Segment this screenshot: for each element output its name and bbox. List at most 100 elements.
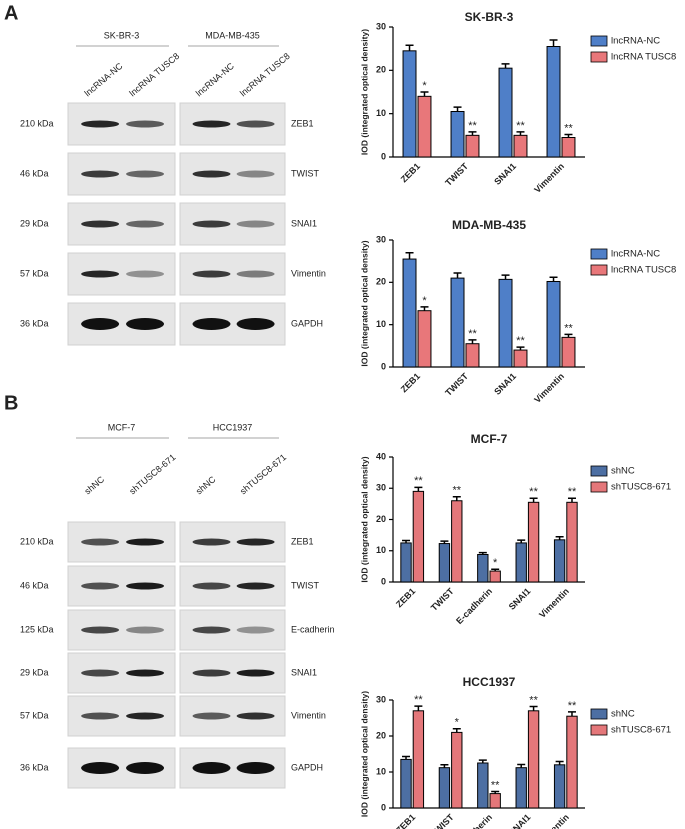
bar — [489, 570, 501, 583]
lane-label: shNC — [194, 474, 218, 496]
lane-label: shNC — [82, 474, 106, 496]
band — [81, 120, 120, 128]
bar — [402, 258, 417, 368]
lane-label: lncRNA TUSC8 — [127, 51, 181, 98]
significance-label: ** — [516, 120, 525, 132]
band — [126, 582, 165, 590]
lane-label: lncRNA TUSC8 — [238, 51, 292, 98]
x-tick-label: Vimentin — [537, 812, 571, 829]
error-bar — [549, 39, 558, 47]
significance-label: ** — [468, 328, 477, 340]
bar — [546, 280, 561, 368]
y-tick-label: 0 — [381, 576, 386, 586]
x-tick-label: TWIST — [429, 812, 456, 829]
bar — [412, 710, 425, 809]
group-label: SK-BR-3 — [104, 30, 140, 40]
error-bar — [405, 251, 414, 260]
legend-swatch — [590, 465, 608, 477]
significance-label: ** — [453, 485, 462, 497]
bar — [566, 715, 578, 809]
bar — [513, 349, 528, 368]
error-bar — [491, 568, 500, 572]
error-bar — [453, 272, 462, 279]
error-bar — [491, 790, 500, 794]
band — [236, 538, 275, 546]
error-bar — [420, 306, 429, 311]
chart-title: HCC1937 — [463, 675, 516, 689]
band — [192, 712, 231, 720]
legend-swatch — [590, 51, 608, 63]
band — [192, 170, 231, 178]
band — [236, 582, 275, 590]
legend-swatch — [590, 708, 608, 720]
error-bar — [517, 763, 526, 768]
band — [126, 538, 165, 546]
significance-label: * — [422, 295, 427, 307]
panel-label: A — [4, 2, 18, 24]
error-bar — [452, 728, 461, 733]
band — [81, 669, 120, 677]
significance-label: ** — [568, 700, 577, 712]
protein-label: SNAI1 — [291, 667, 317, 677]
bar — [465, 343, 480, 368]
size-label: 29 kDa — [20, 667, 49, 677]
y-tick-label: 20 — [376, 65, 386, 75]
band — [81, 582, 120, 590]
band — [81, 220, 120, 228]
error-bar — [440, 540, 449, 544]
band — [81, 712, 120, 720]
x-tick-label: Vimentin — [532, 161, 566, 195]
bar — [400, 542, 412, 583]
protein-label: GAPDH — [291, 318, 323, 328]
error-bar — [414, 486, 423, 492]
legend-label: lncRNA TUSC8 — [611, 52, 676, 63]
band — [236, 120, 275, 128]
bar — [402, 50, 417, 158]
size-label: 210 kDa — [20, 118, 54, 128]
legend-swatch — [590, 248, 608, 260]
bar — [561, 336, 576, 368]
significance-label: ** — [491, 779, 500, 791]
significance-label: * — [422, 80, 427, 92]
error-bar — [501, 63, 510, 69]
protein-label: GAPDH — [291, 762, 323, 772]
band — [126, 712, 165, 720]
lane-label: shTUSC8-671 — [238, 452, 288, 496]
band — [236, 712, 275, 720]
x-tick-label: E-cadherin — [454, 812, 494, 829]
legend-label: shNC — [611, 466, 635, 477]
y-tick-label: 10 — [376, 108, 386, 118]
y-tick-label: 0 — [381, 802, 386, 812]
bar — [465, 134, 480, 158]
group-label: HCC1937 — [213, 422, 253, 432]
error-bar — [440, 764, 449, 768]
bar — [438, 543, 451, 583]
legend-label: lncRNA TUSC8 — [611, 265, 676, 276]
bar — [546, 46, 561, 158]
legend-label: shNC — [611, 709, 635, 720]
band — [192, 220, 231, 228]
bar — [450, 111, 465, 158]
significance-label: ** — [414, 475, 423, 487]
band — [192, 582, 231, 590]
error-bar — [468, 131, 477, 136]
lane-label: shTUSC8-671 — [127, 452, 177, 496]
y-axis-label: IOD (integrated optical density) — [359, 29, 369, 155]
legend-label: lncRNA-NC — [611, 36, 660, 47]
bar — [438, 767, 451, 809]
bar — [450, 277, 465, 368]
x-tick-label: TWIST — [443, 161, 470, 188]
bar — [400, 758, 412, 809]
bar — [515, 767, 527, 809]
error-bar — [567, 711, 576, 717]
x-tick-label: ZEB1 — [394, 586, 417, 609]
size-label: 57 kDa — [20, 268, 49, 278]
error-bar — [405, 44, 414, 51]
legend-swatch — [590, 724, 608, 736]
significance-label: ** — [414, 694, 423, 706]
bar — [477, 554, 489, 583]
y-tick-label: 10 — [376, 766, 386, 776]
band — [192, 626, 231, 634]
panel-label: B — [4, 392, 18, 414]
x-tick-label: Vimentin — [532, 371, 566, 405]
